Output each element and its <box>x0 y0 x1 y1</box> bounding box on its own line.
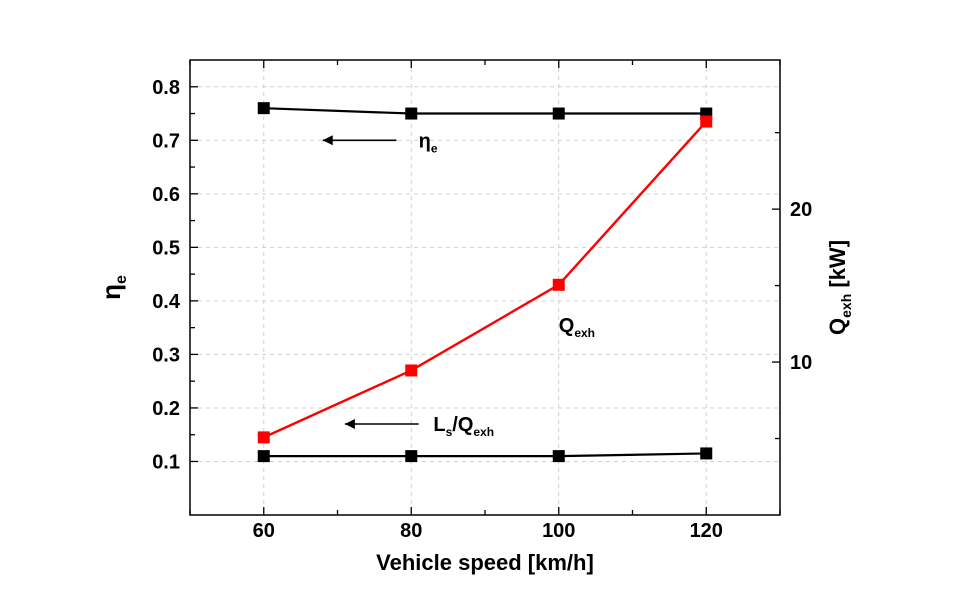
y-right-tick-label: 20 <box>790 199 812 221</box>
y-left-tick-label: 0.2 <box>152 398 180 420</box>
x-tick-label: 120 <box>690 520 723 542</box>
y-left-tick-label: 0.1 <box>152 451 180 473</box>
chart-svg: 60 80 100 120 Vehicle speed [km/h] 0.1 0.2 0.3 0… <box>0 0 961 606</box>
y-left-tick-label: 0.4 <box>152 291 181 313</box>
x-tick-label: 100 <box>542 520 575 542</box>
y-right-axis-label: Qexh [kW] <box>825 240 854 335</box>
y-left-tick-label: 0.6 <box>152 184 180 206</box>
y-left-tick-label: 0.5 <box>152 237 180 259</box>
chart-container: { "canvas": { "width": 961, "height": 60… <box>0 0 961 606</box>
y-left-tick-label: 0.7 <box>152 130 180 152</box>
y-left-tick-label: 0.8 <box>152 77 180 99</box>
x-tick-label: 80 <box>400 520 422 542</box>
x-axis-label: Vehicle speed [km/h] <box>376 550 594 575</box>
x-tick-label: 60 <box>253 520 275 542</box>
y-right-tick-label: 10 <box>790 352 812 374</box>
y-left-tick-label: 0.3 <box>152 344 180 366</box>
svg-text:Qexh [kW]: Qexh [kW] <box>825 240 854 335</box>
